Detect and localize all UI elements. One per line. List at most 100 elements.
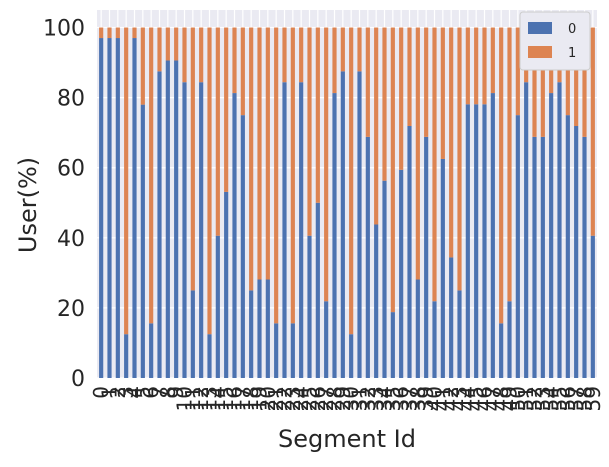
x-tick-label: 58 xyxy=(573,386,597,411)
bar-series-0-segment-28 xyxy=(332,93,337,378)
x-tick-label: 6 xyxy=(139,386,163,399)
bar-series-1-segment-32 xyxy=(365,27,370,137)
bar-series-0-segment-39 xyxy=(424,136,429,378)
bar-series-0-segment-45 xyxy=(474,104,479,379)
y-tick-label: 80 xyxy=(57,87,85,112)
x-axis-ticks: 0123456789101112131415161718192021222324… xyxy=(89,386,605,411)
bar-series-1-segment-9 xyxy=(174,27,179,61)
x-tick-label: 23 xyxy=(281,386,305,411)
x-tick-label: 51 xyxy=(514,386,538,411)
bar-series-1-segment-52 xyxy=(532,27,537,137)
x-tick-label: 9 xyxy=(164,386,188,399)
bar-series-0-segment-29 xyxy=(340,71,345,378)
bar-series-1-segment-15 xyxy=(224,27,229,192)
bar-series-1-segment-58 xyxy=(582,27,587,137)
x-tick-label: 12 xyxy=(189,386,213,411)
x-tick-label: 38 xyxy=(406,386,430,411)
y-tick-label: 0 xyxy=(71,367,85,392)
bar-series-0-segment-11 xyxy=(190,290,195,378)
y-tick-label: 100 xyxy=(43,17,85,42)
bars xyxy=(99,27,595,379)
bar-series-0-segment-15 xyxy=(224,191,229,378)
bar-series-0-segment-53 xyxy=(540,136,545,378)
bar-series-0-segment-25 xyxy=(307,235,312,378)
bar-series-1-segment-11 xyxy=(190,27,195,291)
x-tick-label: 54 xyxy=(539,386,563,411)
legend-swatch-series-0 xyxy=(528,22,552,34)
bar-series-1-segment-31 xyxy=(357,27,362,72)
bar-series-1-segment-38 xyxy=(415,27,420,280)
x-tick-label: 32 xyxy=(356,386,380,411)
bar-series-1-segment-26 xyxy=(315,27,320,203)
x-tick-label: 16 xyxy=(223,386,247,411)
bar-series-0-segment-33 xyxy=(374,224,379,378)
bar-series-0-segment-14 xyxy=(215,235,220,378)
legend-label-series-0: 0 xyxy=(568,22,576,37)
bar-series-1-segment-56 xyxy=(565,27,570,116)
x-tick-label: 36 xyxy=(389,386,413,411)
x-tick-label: 49 xyxy=(498,386,522,411)
bar-series-1-segment-7 xyxy=(157,27,162,72)
bar-series-0-segment-47 xyxy=(490,93,495,378)
bar-series-1-segment-37 xyxy=(407,27,412,127)
x-tick-label: 17 xyxy=(231,386,255,411)
bar-series-1-segment-50 xyxy=(515,27,520,116)
x-tick-label: 42 xyxy=(439,386,463,411)
y-axis-ticks: 0 20 40 60 80 100 xyxy=(43,17,85,392)
bar-series-1-segment-44 xyxy=(465,27,470,105)
bar-series-0-segment-31 xyxy=(357,71,362,378)
bar-series-1-segment-43 xyxy=(457,27,462,291)
x-tick-label: 46 xyxy=(473,386,497,411)
x-tick-label: 45 xyxy=(464,386,488,411)
bar-series-0-segment-16 xyxy=(232,93,237,378)
x-tick-label: 59 xyxy=(581,386,605,411)
x-tick-label: 31 xyxy=(348,386,372,411)
bar-series-1-segment-57 xyxy=(574,27,579,127)
legend: 0 1 xyxy=(519,11,591,71)
bar-series-0-segment-54 xyxy=(549,93,554,378)
bar-series-1-segment-47 xyxy=(490,27,495,94)
bar-series-0-segment-59 xyxy=(590,235,595,378)
x-tick-label: 52 xyxy=(523,386,547,411)
bar-series-0-segment-50 xyxy=(515,115,520,379)
bar-series-0-segment-5 xyxy=(140,104,145,378)
x-tick-label: 18 xyxy=(239,386,263,411)
x-tick-label: 25 xyxy=(298,386,322,411)
x-tick-label: 34 xyxy=(373,386,397,411)
x-tick-label: 24 xyxy=(289,386,313,411)
bar-series-1-segment-19 xyxy=(257,27,262,280)
bar-series-0-segment-30 xyxy=(349,334,354,378)
bar-series-0-segment-7 xyxy=(157,71,162,378)
x-tick-label: 15 xyxy=(214,386,238,411)
bar-series-0-segment-20 xyxy=(265,279,270,378)
bar-series-0-segment-12 xyxy=(199,82,204,379)
bar-series-0-segment-36 xyxy=(399,169,404,378)
bar-series-0-segment-43 xyxy=(457,290,462,378)
legend-box xyxy=(519,11,591,71)
bar-series-1-segment-41 xyxy=(440,27,445,159)
x-tick-label: 14 xyxy=(206,386,230,411)
bar-series-1-segment-28 xyxy=(332,27,337,94)
x-tick-label: 39 xyxy=(414,386,438,411)
x-tick-label: 22 xyxy=(273,386,297,411)
bar-series-0-segment-35 xyxy=(390,312,395,378)
x-tick-label: 37 xyxy=(398,386,422,411)
bar-series-1-segment-21 xyxy=(274,27,279,324)
bar-series-1-segment-2 xyxy=(115,27,120,39)
x-tick-label: 27 xyxy=(314,386,338,411)
bar-series-0-segment-37 xyxy=(407,126,412,378)
x-tick-label: 43 xyxy=(448,386,472,411)
bar-series-1-segment-25 xyxy=(307,27,312,236)
x-tick-label: 41 xyxy=(431,386,455,411)
bar-series-1-segment-16 xyxy=(232,27,237,94)
bar-series-1-segment-1 xyxy=(107,27,112,39)
legend-swatch-series-1 xyxy=(528,46,552,58)
x-tick-label: 1 xyxy=(98,386,122,399)
bar-series-1-segment-46 xyxy=(482,27,487,105)
bar-series-1-segment-17 xyxy=(240,27,245,116)
bar-series-0-segment-17 xyxy=(240,115,245,379)
bar-series-0-segment-56 xyxy=(565,115,570,379)
x-tick-label: 44 xyxy=(456,386,480,411)
x-tick-label: 7 xyxy=(148,386,172,399)
